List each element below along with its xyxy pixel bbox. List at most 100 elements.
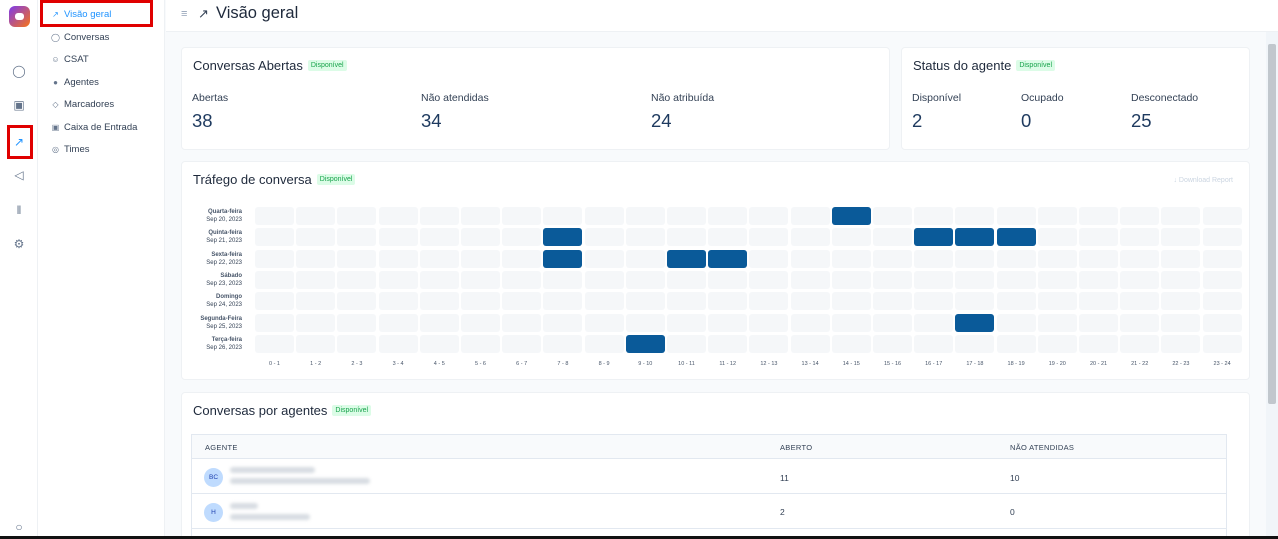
heatmap-cell[interactable] [1037,313,1077,332]
heatmap-cell[interactable] [996,334,1036,353]
heatmap-cell[interactable] [1202,207,1242,225]
heatmap-cell[interactable] [1120,292,1160,311]
heatmap-cell[interactable] [790,334,830,353]
heatmap-cell[interactable] [502,249,542,268]
heatmap-cell[interactable] [296,292,336,311]
heatmap-cell[interactable] [831,292,871,311]
heatmap-cell[interactable] [1202,249,1242,268]
heatmap-cell[interactable] [1161,270,1201,289]
heatmap-cell[interactable] [831,249,871,268]
heatmap-cell[interactable] [543,228,583,247]
heatmap-cell[interactable] [1079,313,1118,332]
heatmap-cell[interactable] [461,292,500,311]
heatmap-cell[interactable] [1037,207,1077,225]
heatmap-cell[interactable] [1037,270,1077,289]
heatmap-cell[interactable] [790,228,830,247]
heatmap-cell[interactable] [584,249,624,268]
heatmap-cell[interactable] [584,270,624,289]
heatmap-cell[interactable] [337,207,377,225]
heatmap-cell[interactable] [502,313,542,332]
heatmap-cell[interactable] [255,207,294,225]
heatmap-cell[interactable] [378,292,418,311]
heatmap-cell[interactable] [708,207,748,225]
heatmap-cell[interactable] [419,334,459,353]
heatmap-cell[interactable] [1161,292,1201,311]
page-scrollbar[interactable] [1266,32,1278,539]
heatmap-cell[interactable] [378,270,418,289]
download-report-button[interactable]: ↓ Download Report [1173,177,1233,184]
heatmap-cell[interactable] [831,334,871,353]
heatmap-cell[interactable] [461,228,500,247]
heatmap-cell[interactable] [1120,334,1160,353]
heatmap-cell[interactable] [543,207,583,225]
sidebar-item-visao-geral[interactable]: ↗ Visão geral [51,6,111,22]
heatmap-cell[interactable] [1161,228,1201,247]
sidebar-item-conversas[interactable]: ◯ Conversas [51,29,109,45]
heatmap-cell[interactable] [543,313,583,332]
heatmap-cell[interactable] [708,228,748,247]
heatmap-cell[interactable] [461,334,500,353]
heatmap-cell[interactable] [378,228,418,247]
heatmap-cell[interactable] [337,292,377,311]
heatmap-cell[interactable] [502,334,542,353]
heatmap-cell[interactable] [790,313,830,332]
heatmap-cell[interactable] [708,313,748,332]
heatmap-cell[interactable] [749,207,789,225]
heatmap-cell[interactable] [625,292,665,311]
heatmap-cell[interactable] [831,228,871,247]
heatmap-cell[interactable] [337,313,377,332]
heatmap-cell[interactable] [584,228,624,247]
conversations-icon[interactable]: ◯ [12,64,26,78]
heatmap-cell[interactable] [955,313,995,332]
heatmap-cell[interactable] [996,228,1036,247]
heatmap-cell[interactable] [378,313,418,332]
app-logo[interactable] [9,6,30,27]
heatmap-cell[interactable] [790,292,830,311]
heatmap-cell[interactable] [667,207,706,225]
heatmap-cell[interactable] [296,313,336,332]
heatmap-cell[interactable] [708,292,748,311]
heatmap-cell[interactable] [543,249,583,268]
heatmap-cell[interactable] [996,207,1036,225]
heatmap-cell[interactable] [708,270,748,289]
heatmap-cell[interactable] [873,334,912,353]
heatmap-cell[interactable] [419,270,459,289]
heatmap-cell[interactable] [914,228,954,247]
heatmap-cell[interactable] [461,207,500,225]
heatmap-cell[interactable] [419,249,459,268]
heatmap-cell[interactable] [1120,207,1160,225]
heatmap-cell[interactable] [996,292,1036,311]
heatmap-cell[interactable] [914,270,954,289]
heatmap-cell[interactable] [1161,313,1201,332]
heatmap-cell[interactable] [255,249,294,268]
heatmap-cell[interactable] [419,313,459,332]
heatmap-cell[interactable] [296,334,336,353]
heatmap-cell[interactable] [584,313,624,332]
heatmap-cell[interactable] [419,228,459,247]
heatmap-cell[interactable] [296,249,336,268]
heatmap-cell[interactable] [1079,270,1118,289]
column-header-aberto[interactable]: ABERTO [780,443,813,452]
heatmap-cell[interactable] [749,249,789,268]
heatmap-cell[interactable] [873,270,912,289]
heatmap-cell[interactable] [419,292,459,311]
heatmap-cell[interactable] [831,270,871,289]
heatmap-cell[interactable] [1202,313,1242,332]
heatmap-cell[interactable] [543,270,583,289]
heatmap-cell[interactable] [1079,207,1118,225]
heatmap-cell[interactable] [914,334,954,353]
library-icon[interactable]: ‖ [16,203,22,217]
settings-icon[interactable]: ⚙ [13,237,25,251]
heatmap-cell[interactable] [1079,228,1118,247]
heatmap-cell[interactable] [337,334,377,353]
heatmap-cell[interactable] [625,228,665,247]
heatmap-cell[interactable] [625,334,665,353]
heatmap-cell[interactable] [296,228,336,247]
heatmap-cell[interactable] [1079,334,1118,353]
heatmap-cell[interactable] [1161,207,1201,225]
heatmap-cell[interactable] [1202,292,1242,311]
heatmap-cell[interactable] [749,270,789,289]
heatmap-cell[interactable] [955,249,995,268]
heatmap-cell[interactable] [914,249,954,268]
scrollbar-thumb[interactable] [1268,44,1276,404]
